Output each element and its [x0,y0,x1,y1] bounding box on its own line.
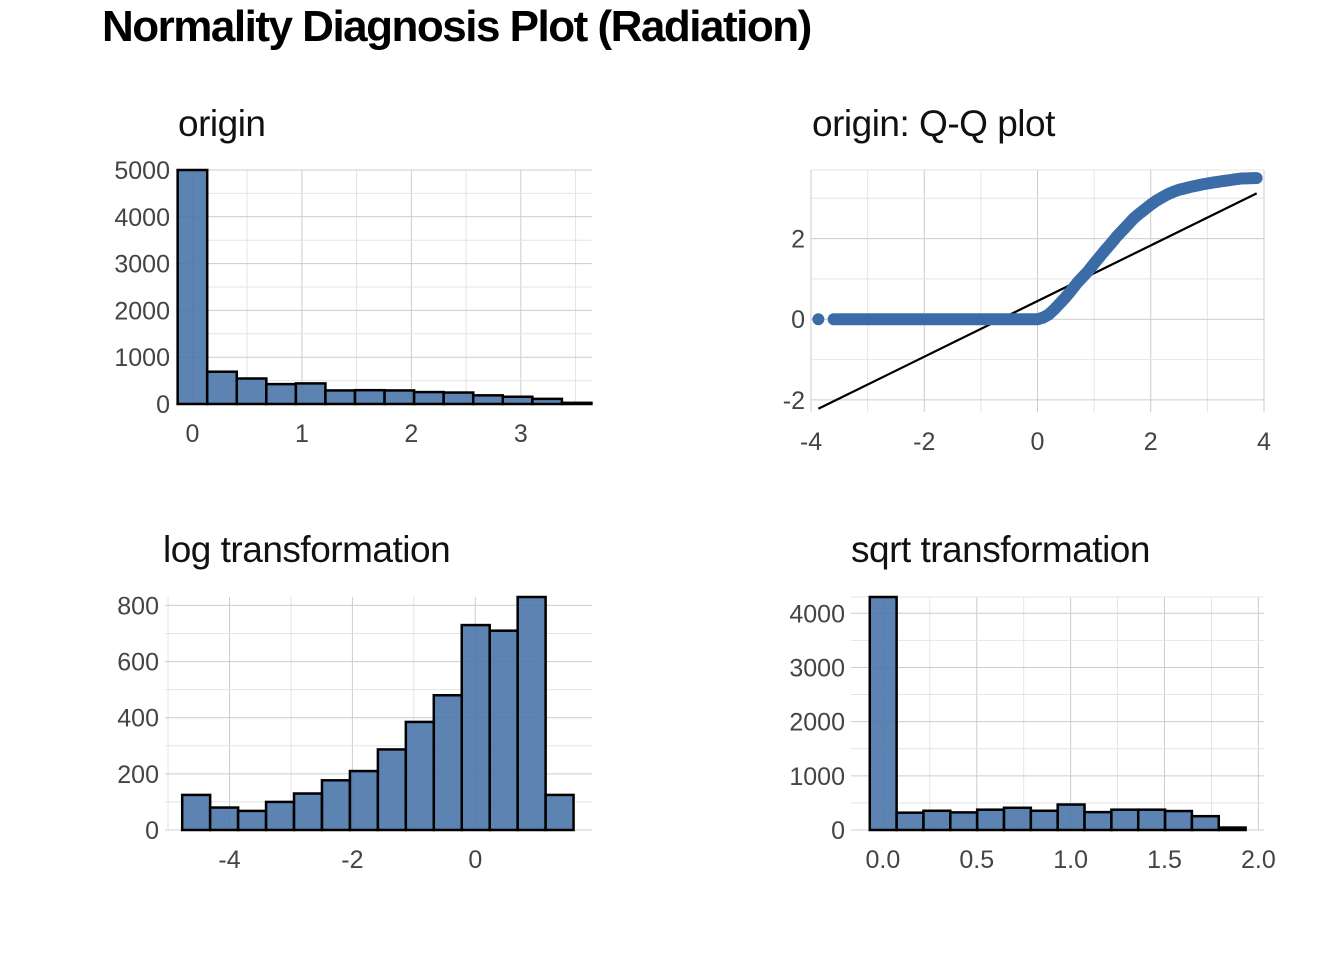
panel-title-sqrt: sqrt transformation [851,529,1150,570]
panel-origin-histogram: origin 0 1 2 3 0 1000 2000 3000 4000 5000 [114,103,593,448]
histogram-bar [264,800,296,832]
y-tick-label: 2000 [114,297,170,325]
histogram-bar [516,595,547,832]
y-tick-label: 1000 [789,763,845,791]
y-tick-label: 2000 [789,709,845,737]
histogram-bar [208,806,240,832]
y-tick-label: 400 [117,705,159,733]
y-tick-label: 4000 [114,204,170,232]
histogram-bar [501,395,534,406]
grid-origin [176,169,592,405]
y-tick-label: 5000 [114,157,170,185]
histogram-bar [560,401,593,406]
histogram-bar [205,370,239,406]
histogram-bar [176,168,209,406]
histogram-bar [1163,809,1194,832]
panel-qq-plot: origin: Q-Q plot -4 -2 0 2 4 -2 0 2 [783,103,1271,456]
histogram-bar [922,809,952,832]
panel-title-log: log transformation [163,529,450,570]
bars-sqrt [868,595,1247,832]
histogram-bar [292,792,324,832]
histogram-bar [868,595,898,832]
histogram-bar [1029,809,1059,832]
histogram-bar [235,377,268,406]
x-tick-label: 2 [404,420,418,448]
panel-log-histogram: log transformation -4 -2 0 0 200 400 600 800 [117,529,592,874]
y-tick-label: 3000 [789,654,845,682]
histogram-bar [353,388,386,406]
x-tick-label: 0 [468,846,482,874]
histogram-bar [236,809,268,832]
histogram-bar [412,390,445,406]
histogram-bar [1136,808,1167,832]
histogram-bar [949,811,979,832]
x-tick-label: 0 [185,420,199,448]
x-tick-label: 3 [514,420,528,448]
histogram-bar [1217,826,1247,832]
x-tick-label: -4 [800,428,822,456]
y-tick-label: 200 [117,761,159,789]
histogram-bar [320,779,352,832]
y-tick-label: 0 [831,817,845,845]
histogram-bar [1083,810,1113,832]
x-tick-label: -4 [218,846,240,874]
histogram-bar [294,382,327,406]
x-tick-label: 0.0 [866,846,901,874]
histogram-bar [895,811,925,832]
x-tick-label: 4 [1257,428,1271,456]
y-tick-label: 4000 [789,600,845,628]
histogram-bar [442,391,475,406]
histogram-bar [383,389,416,406]
x-tick-label: 0.5 [959,846,994,874]
figure-title: Normality Diagnosis Plot (Radiation) [102,2,812,51]
qq-reference-line [817,192,1258,410]
grid-qq [810,169,1265,412]
bars-origin [176,168,593,406]
histogram-bar [975,808,1006,832]
x-tick-label: 1.5 [1147,846,1182,874]
x-tick-label: -2 [341,846,363,874]
histogram-bar [460,623,491,832]
qq-point [812,313,825,326]
panel-title-origin: origin [178,103,266,144]
grid-sqrt [851,596,1264,831]
histogram-bar [180,793,212,832]
histogram-bar [1190,814,1221,832]
histogram-bar [1056,803,1086,832]
panel-title-qq: origin: Q-Q plot [812,103,1056,144]
histogram-bar [324,389,357,406]
x-tick-label: 1 [295,420,309,448]
y-tick-label: 1000 [114,344,170,372]
qq-point [1250,172,1263,185]
x-tick-label: 2.0 [1241,846,1276,874]
y-tick-label: 0 [156,391,170,419]
histogram-bar [531,397,564,406]
y-tick-label: -2 [783,387,805,415]
y-tick-label: 0 [145,817,159,845]
y-tick-label: 2 [791,226,805,254]
histogram-bar [348,769,380,832]
histogram-bar [471,394,505,406]
x-tick-label: 1.0 [1053,846,1088,874]
histogram-bar [376,748,408,832]
histogram-bar [544,793,575,832]
x-tick-label: 0 [1031,428,1045,456]
y-tick-label: 800 [117,592,159,620]
y-tick-label: 3000 [114,251,170,279]
panel-sqrt-histogram: sqrt transformation 0.0 0.5 1.0 1.5 2.0 0 1000 2… [789,529,1275,874]
histogram-bar [432,694,463,832]
histogram-bar [488,629,519,832]
histogram-bar [1110,808,1140,832]
histogram-bar [1002,806,1033,832]
histogram-bar [265,382,298,406]
qq-points [812,172,1263,326]
y-tick-label: 600 [117,649,159,677]
y-tick-label: 0 [791,306,805,334]
bars-log [180,595,575,832]
x-tick-label: -2 [913,428,935,456]
x-tick-label: 2 [1144,428,1158,456]
histogram-bar [404,720,436,832]
